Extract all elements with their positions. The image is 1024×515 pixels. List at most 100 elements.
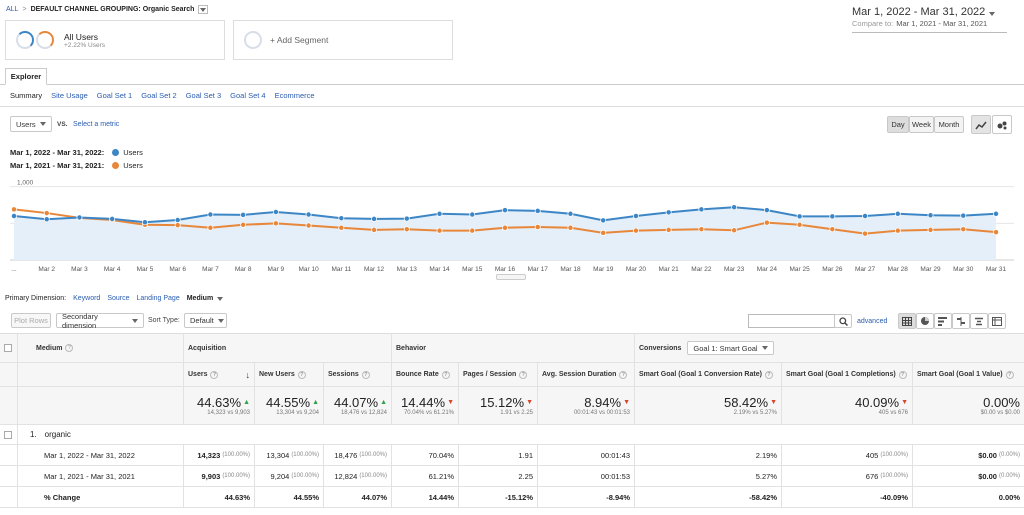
data-point-current: [698, 206, 705, 213]
add-segment-button[interactable]: + Add Segment: [233, 20, 453, 60]
x-tick-label: Mar 6: [169, 266, 186, 273]
x-tick-label: Mar 29: [920, 266, 941, 273]
dimension-landing-page[interactable]: Landing Page: [136, 295, 180, 302]
col-goal-value-header[interactable]: Smart Goal (Goal 1 Value)?: [913, 363, 1024, 386]
col-pages-session-header[interactable]: Pages / Session?: [459, 363, 538, 386]
x-tick-label: Mar 26: [822, 266, 843, 273]
col-sessions-header[interactable]: Sessions?: [324, 363, 392, 386]
goal-select-dropdown[interactable]: Goal 1: Smart Goal: [687, 341, 774, 355]
data-point-previous: [731, 227, 738, 234]
data-point-previous: [632, 227, 639, 234]
dimension-keyword[interactable]: Keyword: [73, 295, 101, 302]
x-tick-label: Mar 31: [986, 266, 1007, 273]
totals-comparison: $0.00 vs $0.00: [980, 410, 1020, 416]
row-cell: 0.00%: [913, 487, 1024, 507]
conversions-label: Conversions: [639, 344, 682, 352]
acquisition-label: Acquisition: [188, 344, 227, 352]
data-point-previous: [600, 229, 607, 236]
subtab-goal-set-3[interactable]: Goal Set 3: [185, 91, 222, 100]
x-tick-label: Mar 18: [560, 266, 581, 273]
select-all-checkbox[interactable]: [4, 344, 12, 352]
totals-cell: 8.94% ▼ 00:01:43 vs 00:01:53: [538, 387, 635, 424]
cell-value: -8.94%: [606, 492, 630, 502]
row-cell: 14.44%: [392, 487, 459, 507]
plot-rows-button[interactable]: Plot Rows: [11, 313, 51, 328]
data-point-previous: [403, 226, 410, 233]
cell-value: $0.00: [978, 450, 997, 460]
col-new-users-label: New Users: [259, 371, 295, 378]
subtab-site-usage[interactable]: Site Usage: [51, 91, 88, 100]
day-button[interactable]: Day: [887, 116, 909, 133]
col-bounce-rate-header[interactable]: Bounce Rate?: [392, 363, 459, 386]
secondary-dimension-dropdown[interactable]: Secondary dimension: [56, 312, 144, 330]
x-tick-label: Mar 12: [364, 266, 385, 273]
cell-value: 44.63%: [224, 492, 250, 502]
data-point-previous: [796, 221, 803, 228]
motion-chart-toggle-button[interactable]: [992, 115, 1012, 134]
week-button[interactable]: Week: [909, 116, 934, 133]
breadcrumb-all[interactable]: ALL: [6, 6, 19, 13]
cell-percent: (100.00%): [291, 473, 319, 479]
x-tick-label: Mar 13: [397, 266, 418, 273]
x-tick-label: Mar 25: [789, 266, 810, 273]
view-pie-button[interactable]: [916, 313, 934, 329]
subtab-goal-set-4[interactable]: Goal Set 4: [230, 91, 266, 100]
totals-value: 44.07%: [333, 395, 379, 410]
add-segment-label: + Add Segment: [270, 35, 329, 45]
segment-all-users[interactable]: All Users +2.22% Users: [5, 20, 225, 60]
x-tick-label: Mar 4: [104, 266, 121, 273]
col-users-header[interactable]: Users? ↓: [184, 363, 255, 386]
cell-value: 0.00%: [998, 492, 1020, 502]
data-point-current: [240, 211, 247, 218]
select-metric-link[interactable]: Select a metric: [73, 121, 120, 128]
row-cell: 14,323 (100.00%): [184, 445, 255, 465]
metric-dropdown[interactable]: Users: [10, 116, 52, 132]
row-checkbox[interactable]: [4, 430, 12, 439]
primary-dimension-label: Primary Dimension:: [5, 295, 67, 302]
search-button[interactable]: [834, 314, 852, 328]
row-checkbox-cell: [0, 425, 18, 444]
vs-label: VS.: [57, 121, 68, 128]
subtab-goal-set-2[interactable]: Goal Set 2: [141, 91, 177, 100]
table-group-header-row: Medium? Acquisition Behavior Conversions…: [0, 333, 1024, 363]
table-column-header-row: Users? ↓ New Users? Sessions? Bounce Rate…: [0, 363, 1024, 387]
medium-header[interactable]: Medium: [36, 344, 63, 352]
totals-cell: 40.09% ▼ 405 vs 676: [782, 387, 913, 424]
data-point-previous: [436, 227, 443, 234]
view-comparison-button[interactable]: [952, 313, 970, 329]
view-performance-button[interactable]: [934, 313, 952, 329]
line-chart-toggle-button[interactable]: [971, 115, 991, 134]
dimension-source[interactable]: Source: [107, 295, 130, 302]
col-conversion-rate-header[interactable]: Smart Goal (Goal 1 Conversion Rate)?: [635, 363, 782, 386]
dimension-medium[interactable]: Medium: [186, 295, 214, 302]
totals-label-spacer: [18, 387, 184, 424]
medium-organic-link[interactable]: organic: [44, 430, 71, 439]
view-term-cloud-button[interactable]: [970, 313, 988, 329]
tab-explorer[interactable]: Explorer: [5, 68, 47, 85]
chevron-down-icon: [200, 7, 207, 12]
subtab-summary[interactable]: Summary: [10, 91, 43, 100]
month-button[interactable]: Month: [934, 116, 964, 133]
date-range-picker[interactable]: Mar 1, 2022 - Mar 31, 2022 Compare to: M…: [852, 6, 996, 28]
table-search-input[interactable]: [748, 314, 835, 328]
x-tick-label: Mar 17: [528, 266, 549, 273]
legend-series-current: Users: [123, 148, 143, 157]
data-point-previous: [502, 224, 508, 231]
grouping-dropdown-button[interactable]: [198, 5, 209, 14]
col-new-users-header[interactable]: New Users?: [255, 363, 324, 386]
sort-type-dropdown[interactable]: Default: [184, 313, 227, 328]
view-pivot-button[interactable]: [988, 313, 1006, 329]
table-row-organic[interactable]: 1. organic: [0, 425, 1024, 445]
col-completions-header[interactable]: Smart Goal (Goal 1 Completions)?: [782, 363, 913, 386]
subtab-goal-set-1[interactable]: Goal Set 1: [96, 91, 133, 100]
subtab-ecommerce[interactable]: Ecommerce: [274, 91, 315, 100]
col-avg-duration-header[interactable]: Avg. Session Duration?: [538, 363, 635, 386]
advanced-filter-link[interactable]: advanced: [857, 318, 888, 325]
x-tick-label: Mar 22: [691, 266, 712, 273]
chart-resize-handle[interactable]: [496, 274, 526, 280]
view-data-button[interactable]: [898, 313, 916, 329]
totals-value: 14.44%: [400, 395, 446, 410]
organic-label-cell: 1. organic: [18, 425, 1024, 444]
chevron-down-icon: [132, 318, 138, 323]
